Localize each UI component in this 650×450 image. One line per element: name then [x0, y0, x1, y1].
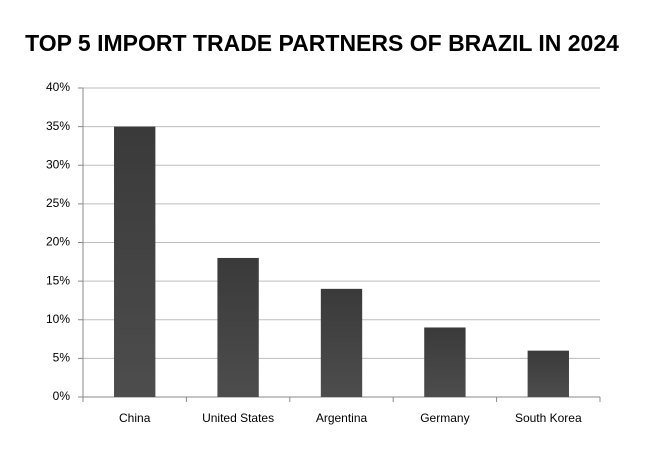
bar: [320, 288, 363, 397]
y-tick-label: 35%: [46, 119, 70, 133]
y-tick-label: 5%: [53, 351, 71, 365]
x-tick-label: South Korea: [515, 411, 582, 425]
y-tick-label: 30%: [46, 157, 70, 171]
bar: [114, 126, 156, 397]
x-tick-label: Argentina: [316, 411, 368, 425]
x-tick-label: United States: [202, 411, 274, 425]
bar: [527, 350, 569, 397]
x-tick-label: Germany: [420, 411, 469, 425]
y-tick-label: 25%: [46, 196, 70, 210]
y-tick-label: 0%: [53, 389, 71, 403]
x-tick-label: China: [119, 411, 151, 425]
y-tick-label: 10%: [46, 312, 70, 326]
bar: [217, 257, 259, 397]
y-tick-label: 15%: [46, 273, 70, 287]
y-tick-label: 20%: [46, 235, 70, 249]
chart-title: TOP 5 IMPORT TRADE PARTNERS OF BRAZIL IN…: [25, 30, 619, 56]
y-tick-label: 40%: [46, 80, 70, 94]
bar: [424, 327, 466, 397]
